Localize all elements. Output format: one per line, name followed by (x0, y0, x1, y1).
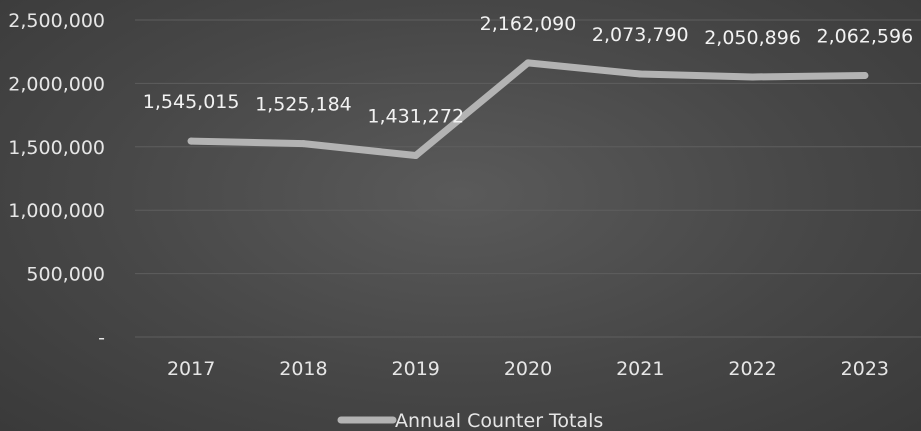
data-point (299, 140, 307, 148)
data-label: 2,062,596 (817, 25, 914, 47)
legend-label: Annual Counter Totals (395, 410, 603, 431)
x-tick-label: 2020 (504, 358, 552, 380)
data-point (524, 59, 532, 67)
y-tick-label: 2,000,000 (8, 73, 105, 95)
data-labels: 1,545,015 1,525,184 1,431,272 2,162,090 2,07… (143, 13, 913, 128)
data-point (412, 152, 420, 160)
y-tick-label: 2,500,000 (8, 10, 105, 32)
data-label: 2,162,090 (480, 13, 577, 35)
y-axis-tick-labels: - 500,000 1,000,000 1,500,000 2,000,000 2,500… (8, 10, 105, 349)
series-line-group (187, 59, 869, 160)
x-tick-label: 2022 (728, 358, 776, 380)
data-point (187, 137, 195, 145)
y-tick-label: - (98, 327, 105, 349)
x-tick-label: 2021 (616, 358, 664, 380)
data-point (749, 73, 757, 81)
y-tick-label: 1,500,000 (8, 137, 105, 159)
x-axis-tick-labels: 2017 2018 2019 2020 2021 2022 2023 (167, 358, 889, 380)
data-label: 2,073,790 (592, 24, 689, 46)
y-tick-label: 500,000 (26, 264, 105, 286)
data-point (861, 71, 869, 79)
x-tick-label: 2018 (279, 358, 327, 380)
gridlines (135, 19, 921, 338)
y-tick-label: 1,000,000 (8, 200, 105, 222)
data-label: 1,545,015 (143, 91, 240, 113)
legend: Annual Counter Totals (337, 410, 603, 431)
data-label: 1,525,184 (255, 94, 352, 116)
data-label: 2,050,896 (704, 27, 801, 49)
data-label: 1,431,272 (367, 106, 464, 128)
x-tick-label: 2019 (392, 358, 440, 380)
x-tick-label: 2017 (167, 358, 215, 380)
data-point (636, 70, 644, 78)
x-tick-label: 2023 (841, 358, 889, 380)
